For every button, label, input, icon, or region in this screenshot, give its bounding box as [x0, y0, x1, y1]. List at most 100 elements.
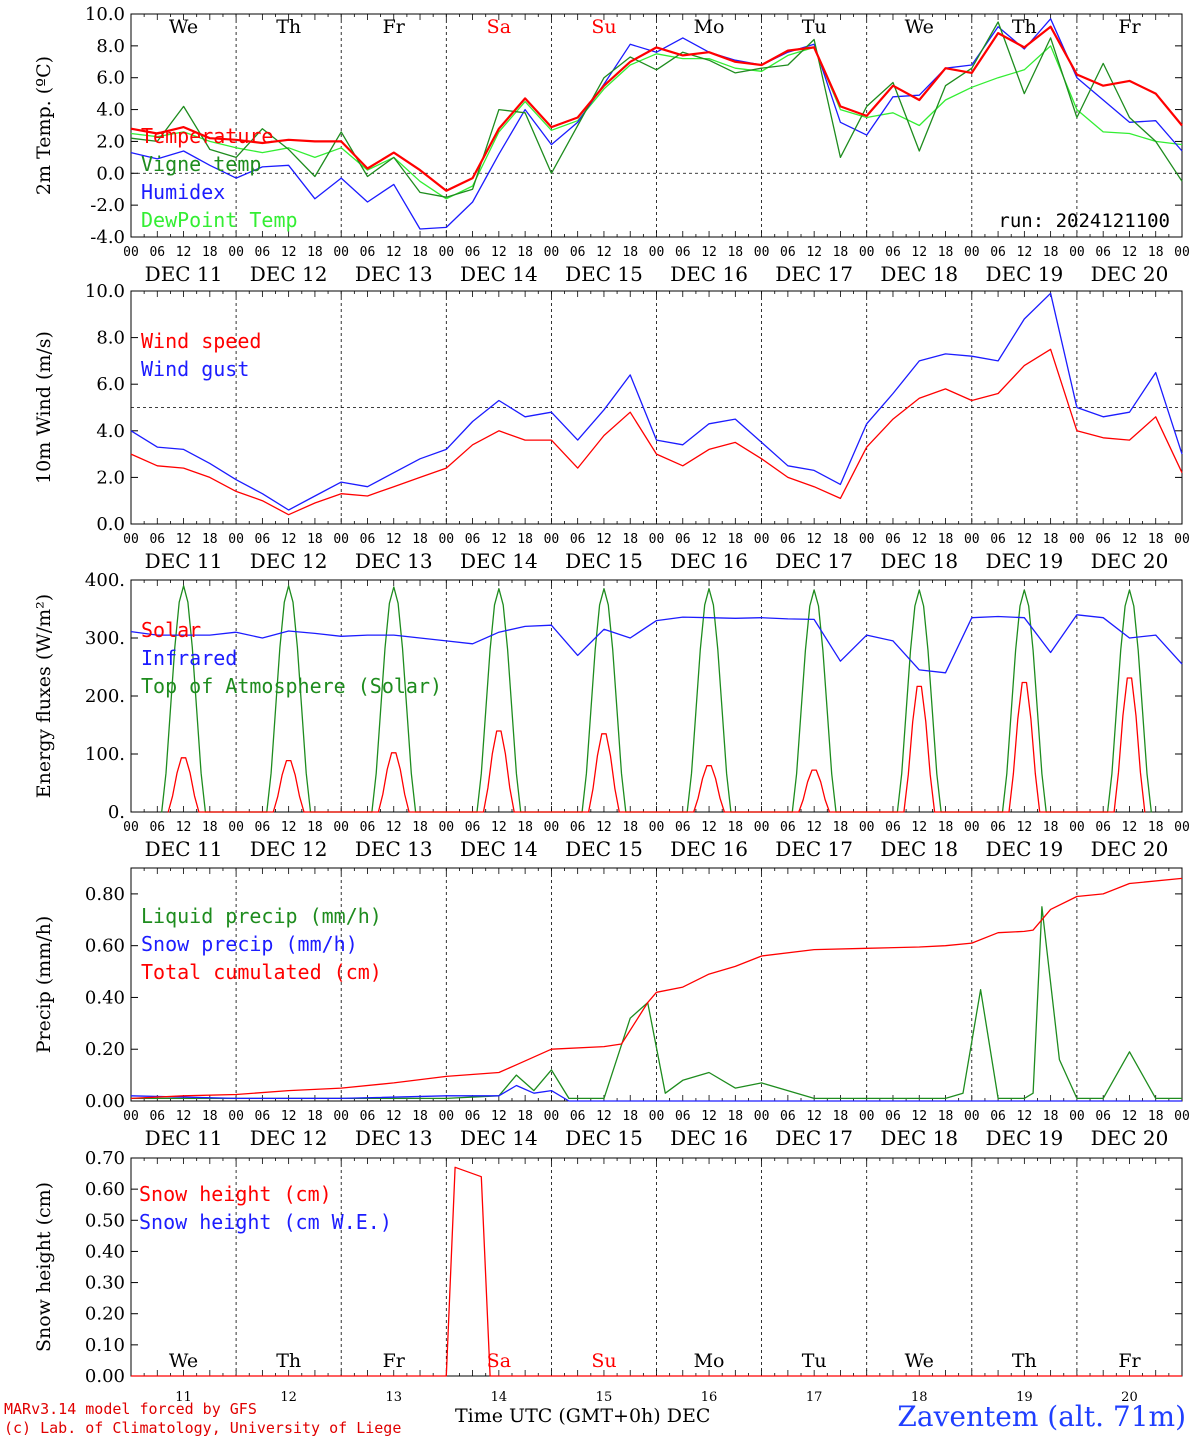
weekday-label: Th	[276, 16, 301, 38]
hour-tick-label: 12	[1122, 820, 1138, 835]
hour-tick-label: 18	[307, 1109, 323, 1124]
y-tick-label: 10.0	[85, 281, 125, 302]
date-label: DEC 15	[565, 549, 643, 573]
hour-tick-label: 00	[333, 1109, 349, 1124]
series-line-snow-precip-mm-h-	[130, 1084, 1182, 1102]
hour-tick-label: 00	[964, 532, 980, 547]
hour-tick-label: 06	[780, 245, 796, 260]
y-axis-label: 2m Temp. (ºC)	[33, 56, 55, 195]
station-name: Zaventem (alt. 71m)	[897, 1400, 1186, 1433]
hour-tick-label: 12	[806, 245, 822, 260]
y-tick-label: 200.	[85, 686, 125, 707]
weekday-label: We	[905, 16, 934, 38]
hour-tick-label: 06	[1095, 532, 1111, 547]
hour-tick-label: 18	[202, 1109, 218, 1124]
weekday-label: Sa	[487, 1350, 511, 1372]
series-line-wind-gust	[130, 292, 1183, 511]
hour-tick-label: 18	[1043, 820, 1059, 835]
hour-tick-label: 00	[333, 532, 349, 547]
y-tick-label: 4.0	[96, 100, 125, 121]
date-label: DEC 19	[985, 549, 1063, 573]
hour-tick-label: 18	[202, 820, 218, 835]
hour-tick-label: 12	[491, 532, 507, 547]
weekday-label: We	[169, 16, 198, 38]
hour-tick-label: 12	[1017, 1109, 1033, 1124]
series-line-wind-speed	[130, 348, 1183, 516]
hour-tick-label: 00	[544, 532, 560, 547]
legend-entry: DewPoint Temp	[141, 208, 298, 232]
hour-tick-label: 12	[386, 532, 402, 547]
hour-tick-label: 18	[1148, 820, 1164, 835]
hour-tick-label: 06	[149, 1109, 165, 1124]
day-number-label: 20	[1121, 1390, 1138, 1405]
hour-tick-label: 18	[727, 245, 743, 260]
panel-2	[130, 290, 1183, 525]
hour-tick-label: 00	[544, 1109, 560, 1124]
hour-tick-label: 00	[754, 1109, 770, 1124]
hour-tick-label: 00	[544, 820, 560, 835]
hour-tick-label: 06	[885, 1109, 901, 1124]
hour-tick-label: 06	[990, 245, 1006, 260]
y-tick-label: 0.30	[85, 1273, 125, 1294]
y-tick-label: 0.00	[85, 1091, 125, 1112]
hour-tick-label: 12	[596, 1109, 612, 1124]
day-number-label: 11	[175, 1390, 192, 1405]
y-tick-label: 6.0	[96, 68, 125, 89]
day-number-label: 14	[491, 1390, 508, 1405]
hour-tick-label: 12	[701, 1109, 717, 1124]
legend-entry: Snow height (cm)	[139, 1182, 332, 1206]
legend-entry: Liquid precip (mm/h)	[141, 904, 382, 928]
y-tick-label: -2.0	[90, 195, 125, 216]
hour-tick-label: 00	[1069, 532, 1085, 547]
weekday-label: Sa	[487, 16, 511, 38]
hour-tick-label: 06	[990, 532, 1006, 547]
hour-tick-label: 12	[911, 820, 927, 835]
date-label: DEC 14	[460, 1126, 538, 1150]
hour-tick-label: 00	[754, 820, 770, 835]
date-label: DEC 16	[670, 1126, 748, 1150]
hour-tick-label: 18	[517, 820, 533, 835]
hour-tick-label: 00	[438, 1109, 454, 1124]
date-label: DEC 11	[145, 549, 223, 573]
hour-tick-label: 12	[1017, 820, 1033, 835]
y-tick-label: 0.40	[85, 987, 125, 1008]
hour-tick-label: 06	[780, 1109, 796, 1124]
date-label: DEC 13	[355, 837, 433, 861]
weekday-label: Th	[1012, 16, 1037, 38]
series-line-solar	[167, 677, 1146, 813]
hour-tick-label: 18	[833, 1109, 849, 1124]
hour-tick-label: 06	[1095, 245, 1111, 260]
series-line-humidex	[130, 18, 1183, 230]
hour-tick-label: 00	[649, 245, 665, 260]
date-label: DEC 13	[355, 1126, 433, 1150]
date-label: DEC 17	[775, 837, 853, 861]
y-tick-label: 2.0	[96, 131, 125, 152]
hour-tick-label: 00	[544, 245, 560, 260]
y-tick-label: 0.80	[85, 884, 125, 905]
hour-tick-label: 06	[570, 245, 586, 260]
panel-3	[130, 579, 1183, 813]
y-tick-label: -4.0	[90, 227, 125, 248]
hour-tick-label: 00	[859, 1109, 875, 1124]
hour-tick-label: 12	[176, 532, 192, 547]
legend-entry: Top of Atmosphere (Solar)	[141, 674, 442, 698]
hour-tick-label: 18	[412, 820, 428, 835]
hour-tick-label: 18	[517, 1109, 533, 1124]
hour-tick-label: 06	[360, 820, 376, 835]
date-label: DEC 19	[985, 1126, 1063, 1150]
date-label: DEC 14	[460, 262, 538, 286]
hour-tick-label: 12	[1122, 245, 1138, 260]
hour-tick-label: 06	[990, 1109, 1006, 1124]
hour-tick-label: 12	[176, 820, 192, 835]
hour-tick-label: 18	[412, 245, 428, 260]
hour-tick-label: 12	[596, 532, 612, 547]
hour-tick-label: 06	[570, 532, 586, 547]
weekday-label: Fr	[383, 16, 406, 38]
hour-tick-label: 12	[491, 820, 507, 835]
hour-tick-label: 00	[438, 245, 454, 260]
hour-tick-label: 12	[596, 245, 612, 260]
hour-tick-label: 18	[1148, 532, 1164, 547]
hour-tick-label: 12	[386, 245, 402, 260]
hour-tick-label: 12	[386, 820, 402, 835]
